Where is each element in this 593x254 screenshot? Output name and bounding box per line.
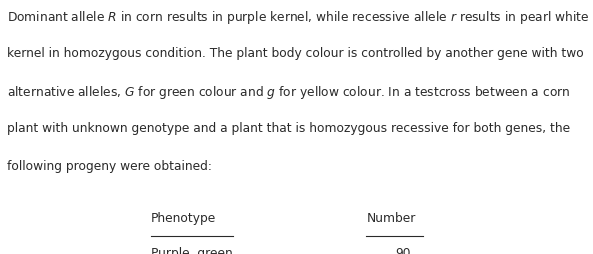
Text: Phenotype: Phenotype [151, 211, 216, 224]
Text: alternative alleles, $G$ for green colour and $g$ for yellow colour. In a testcr: alternative alleles, $G$ for green colou… [7, 84, 570, 101]
Text: Dominant allele $R$ in corn results in purple kernel, while recessive allele $r$: Dominant allele $R$ in corn results in p… [7, 9, 589, 26]
Text: plant with unknown genotype and a plant that is homozygous recessive for both ge: plant with unknown genotype and a plant … [7, 122, 570, 135]
Text: kernel in homozygous condition. The plant body colour is controlled by another g: kernel in homozygous condition. The plan… [7, 46, 584, 59]
Text: 90: 90 [396, 246, 411, 254]
Text: following progeny were obtained:: following progeny were obtained: [7, 159, 212, 172]
Text: Number: Number [366, 211, 416, 224]
Text: Purple, green: Purple, green [151, 246, 233, 254]
